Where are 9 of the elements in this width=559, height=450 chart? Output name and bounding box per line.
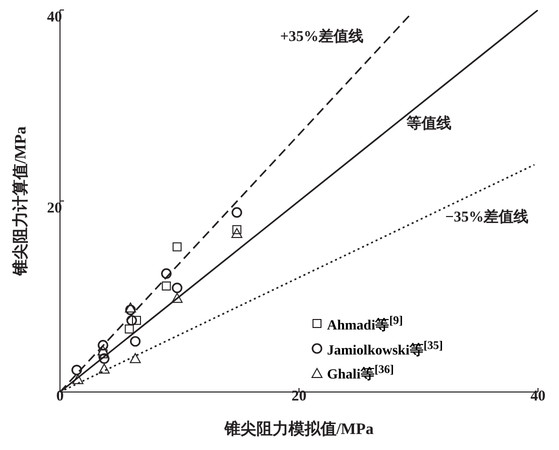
series-label: 等值线	[405, 115, 452, 132]
legend-label: Ahmadi等$^{[9]}$	[327, 313, 403, 336]
legend-label: Ghali等$^{[36]}$	[327, 362, 394, 385]
series-label: −35%差值线	[445, 208, 529, 226]
x-axis-title: 锥尖阻力模拟值/MPa	[223, 420, 374, 438]
y-axis-title: 锥尖阻力计算值/MPa	[12, 126, 30, 277]
series-label: +35%差值线	[280, 28, 364, 46]
x-tick-label: 40	[530, 388, 546, 405]
legend-label: Jamiolkowski等$^{[35]}$	[327, 338, 443, 360]
